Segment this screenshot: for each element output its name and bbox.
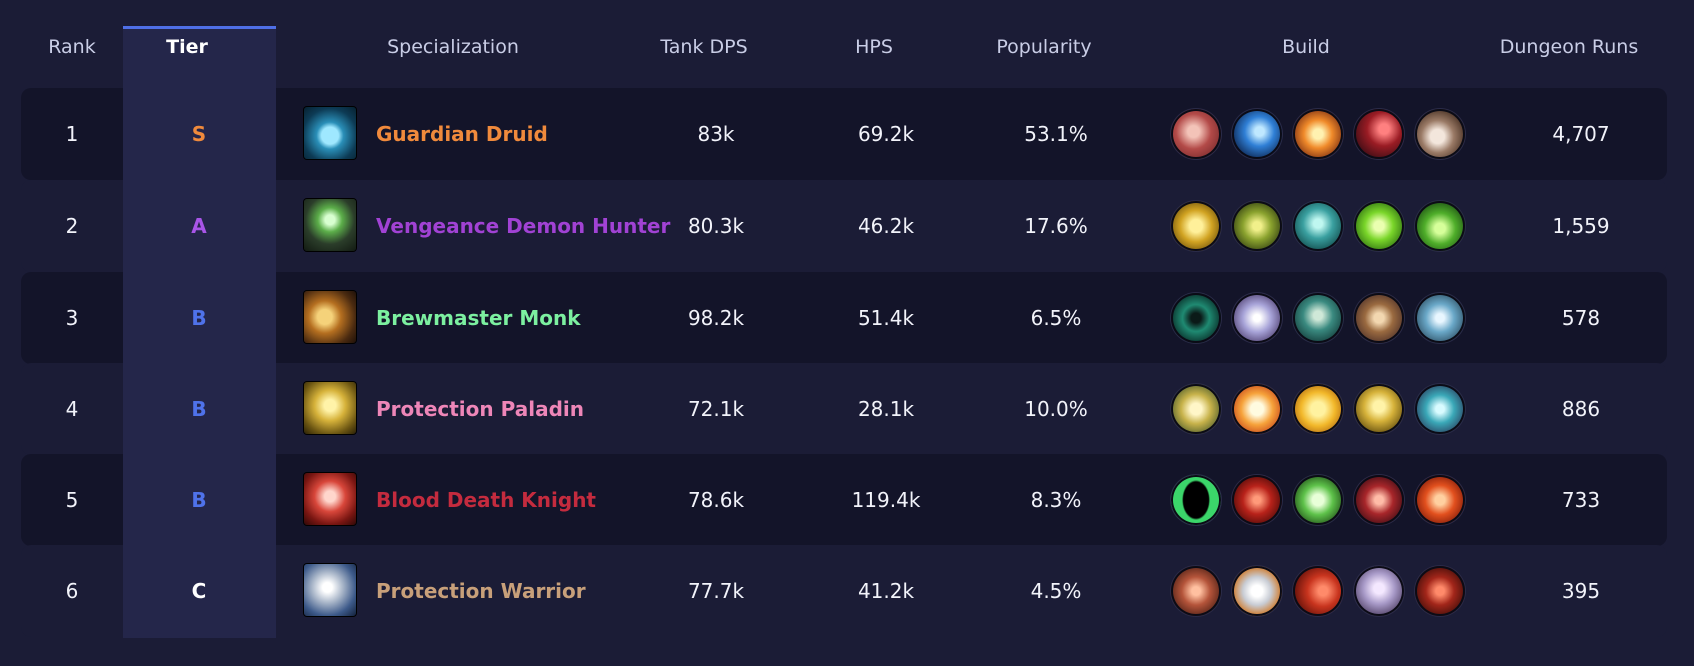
- rank-cell: 2: [65, 214, 79, 238]
- table-row-cells: 5 B Blood Death Knight 78.6k 119.4k 8.3% 733: [0, 454, 1694, 546]
- dungeon-runs-cell: 4,707: [1552, 122, 1610, 146]
- hps-cell: 28.1k: [857, 397, 915, 421]
- tier-badge: B: [191, 306, 207, 330]
- hps-header[interactable]: HPS: [855, 36, 893, 58]
- silver-shield-icon[interactable]: [1232, 566, 1282, 616]
- table-header: Rank Tier Specialization Tank DPS HPS Po…: [0, 26, 1694, 88]
- hps-cell: 46.2k: [857, 214, 915, 238]
- golden-silhouette-icon[interactable]: [1293, 384, 1343, 434]
- fel-demon-face-icon[interactable]: [1232, 201, 1282, 251]
- popularity-cell: 8.3%: [1030, 488, 1082, 512]
- tier-badge: S: [191, 122, 207, 146]
- paw-icon: [304, 107, 356, 159]
- blood-orb-icon[interactable]: [1232, 475, 1282, 525]
- jade-vortex-icon[interactable]: [1171, 293, 1221, 343]
- warrior-rage-icon[interactable]: [1171, 566, 1221, 616]
- golden-glaive-icon[interactable]: [1171, 201, 1221, 251]
- spec-name-link[interactable]: Protection Paladin: [376, 397, 584, 421]
- holy-pillar-icon[interactable]: [1232, 384, 1282, 434]
- rank-cell: 1: [65, 122, 79, 146]
- teal-fist-icon[interactable]: [1293, 293, 1343, 343]
- rank-header[interactable]: Rank: [48, 36, 96, 58]
- build-header: Build: [1282, 36, 1330, 58]
- green-fel-fire-icon[interactable]: [1415, 201, 1465, 251]
- popularity-cell: 10.0%: [1024, 397, 1088, 421]
- berserker-icon[interactable]: [1415, 566, 1465, 616]
- blue-lightning-icon[interactable]: [1232, 109, 1282, 159]
- specialization-header[interactable]: Specialization: [387, 36, 519, 58]
- tank-dps-header[interactable]: Tank DPS: [660, 36, 748, 58]
- bronze-mask-icon[interactable]: [1354, 293, 1404, 343]
- bleeding-wound-icon[interactable]: [1171, 109, 1221, 159]
- red-shout-icon[interactable]: [1293, 566, 1343, 616]
- storm-icon[interactable]: [1415, 293, 1465, 343]
- valkyr-icon[interactable]: [1354, 566, 1404, 616]
- table-row-cells: 2 A Vengeance Demon Hunter 80.3k 46.2k 17.6% 1…: [0, 180, 1694, 272]
- table-row-cells: 1 S Guardian Druid 83k 69.2k 53.1% 4,707: [0, 88, 1694, 180]
- dungeon-runs-cell: 733: [1561, 488, 1601, 512]
- fiery-burst-icon[interactable]: [1293, 109, 1343, 159]
- tier-header[interactable]: Tier: [166, 36, 208, 58]
- teal-spirit-icon[interactable]: [1293, 201, 1343, 251]
- tier-column-highlight: [123, 26, 276, 638]
- tier-badge: B: [191, 397, 207, 421]
- crimson-flame-icon[interactable]: [1415, 475, 1465, 525]
- hps-cell: 41.2k: [857, 579, 915, 603]
- spec-name-link[interactable]: Guardian Druid: [376, 122, 548, 146]
- golden-helm-icon[interactable]: [1354, 384, 1404, 434]
- dungeon-runs-cell: 578: [1561, 306, 1601, 330]
- tank-dps-cell: 98.2k: [687, 306, 745, 330]
- popularity-cell: 4.5%: [1030, 579, 1082, 603]
- popularity-cell: 6.5%: [1030, 306, 1082, 330]
- fel-swirl-icon[interactable]: [1354, 201, 1404, 251]
- hps-cell: 51.4k: [857, 306, 915, 330]
- claw-icon[interactable]: [1415, 109, 1465, 159]
- tank-dps-cell: 78.6k: [687, 488, 745, 512]
- tank-dps-cell: 83k: [697, 122, 735, 146]
- spec-name-link[interactable]: Protection Warrior: [376, 579, 586, 603]
- steel-shield-icon: [304, 564, 356, 616]
- brew-keg-icon: [304, 291, 356, 343]
- tier-badge: C: [191, 579, 207, 603]
- dungeon-runs-cell: 1,559: [1552, 214, 1610, 238]
- spec-name-link[interactable]: Brewmaster Monk: [376, 306, 581, 330]
- tank-dps-cell: 80.3k: [687, 214, 745, 238]
- rank-cell: 4: [65, 397, 79, 421]
- table-row-cells: 3 B Brewmaster Monk 98.2k 51.4k 6.5% 578: [0, 272, 1694, 364]
- rank-cell: 6: [65, 579, 79, 603]
- active-sort-indicator: [123, 26, 276, 29]
- popularity-cell: 17.6%: [1024, 214, 1088, 238]
- rank-cell: 3: [65, 306, 79, 330]
- blood-blade-icon[interactable]: [1354, 475, 1404, 525]
- holy-lion-icon[interactable]: [1171, 384, 1221, 434]
- green-skull-icon[interactable]: [1293, 475, 1343, 525]
- table-row-cells: 4 B Protection Paladin 72.1k 28.1k 10.0% 886: [0, 363, 1694, 455]
- golden-helm-icon: [304, 382, 356, 434]
- death-gate-icon[interactable]: [1171, 475, 1221, 525]
- tank-dps-cell: 77.7k: [687, 579, 745, 603]
- red-beast-icon[interactable]: [1354, 109, 1404, 159]
- popularity-header[interactable]: Popularity: [996, 36, 1092, 58]
- rank-cell: 5: [65, 488, 79, 512]
- hps-cell: 69.2k: [857, 122, 915, 146]
- chi-wave-icon[interactable]: [1232, 293, 1282, 343]
- tier-badge: A: [191, 214, 207, 238]
- table-row-cells: 6 C Protection Warrior 77.7k 41.2k 4.5% 395: [0, 545, 1694, 637]
- demon-hunter-icon: [304, 199, 356, 251]
- dungeon-runs-cell: 886: [1561, 397, 1601, 421]
- dungeon-runs-header[interactable]: Dungeon Runs: [1499, 36, 1639, 58]
- hps-cell: 119.4k: [851, 488, 921, 512]
- blood-skull-icon: [304, 473, 356, 525]
- tier-badge: B: [191, 488, 207, 512]
- ornate-shield-icon[interactable]: [1415, 384, 1465, 434]
- spec-name-link[interactable]: Vengeance Demon Hunter: [376, 214, 671, 238]
- spec-name-link[interactable]: Blood Death Knight: [376, 488, 596, 512]
- popularity-cell: 53.1%: [1024, 122, 1088, 146]
- dungeon-runs-cell: 395: [1561, 579, 1601, 603]
- tank-dps-cell: 72.1k: [687, 397, 745, 421]
